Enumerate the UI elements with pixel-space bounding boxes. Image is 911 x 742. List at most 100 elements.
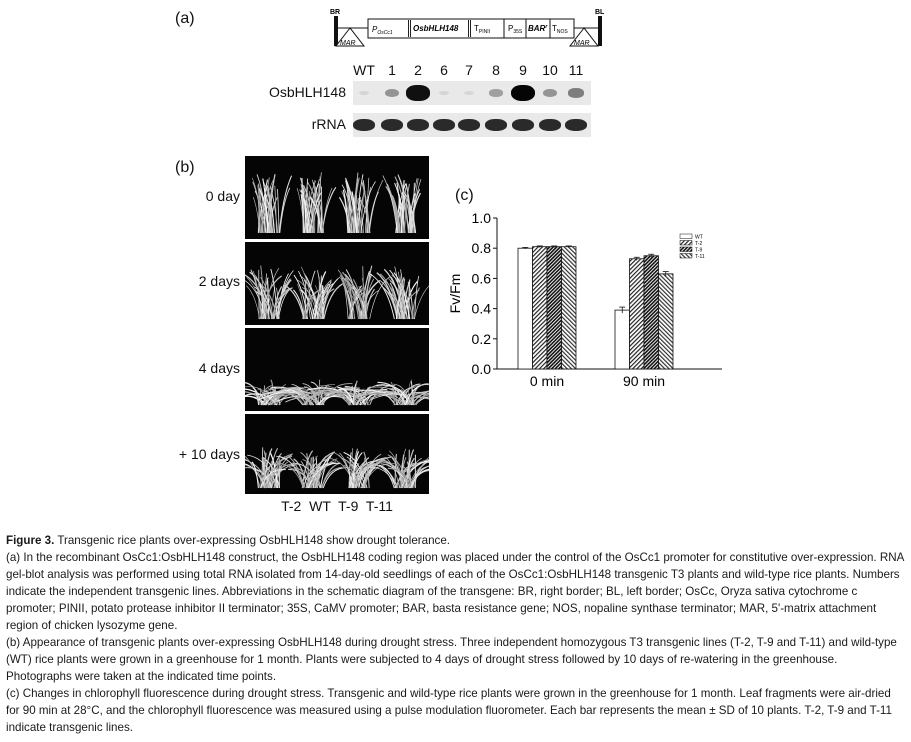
y-tick-label: 0.2 xyxy=(472,331,492,347)
rice-leaf xyxy=(269,387,281,406)
mar-left-label: MAR xyxy=(340,40,356,47)
rice-leaf xyxy=(290,468,318,489)
rice-leaf xyxy=(252,387,260,406)
rice-leaf xyxy=(306,387,355,406)
rice-leaf xyxy=(320,466,343,489)
bar-sup: r xyxy=(545,24,548,30)
rice-leaf xyxy=(321,187,333,234)
svg-text:TPINII: TPINII xyxy=(474,24,490,35)
y-tick-label: 0.8 xyxy=(472,240,492,256)
rice-leaf xyxy=(320,451,336,489)
rice-leaf xyxy=(348,460,376,489)
rice-leaf xyxy=(399,459,429,489)
expression-band xyxy=(567,88,585,98)
rice-leaf xyxy=(287,455,305,489)
rice-leaf xyxy=(397,174,410,234)
rice-leaf xyxy=(342,271,360,320)
photo-4-days xyxy=(245,328,429,411)
rice-leaf xyxy=(352,451,360,489)
promoter-main-label: P xyxy=(372,25,378,34)
rice-leaf xyxy=(258,185,269,234)
northern-blot xyxy=(353,81,591,105)
blot-label-rrna: rRNA xyxy=(311,116,346,132)
rice-leaf xyxy=(292,391,350,406)
promoter2-label: P xyxy=(508,24,513,33)
rrna-band xyxy=(485,119,507,131)
rice-leaf xyxy=(366,390,404,406)
bar-wt xyxy=(517,247,533,370)
promoter-main-sub: OsCc1 xyxy=(377,30,393,36)
rice-leaf xyxy=(347,461,360,489)
rice-leaf xyxy=(269,451,279,489)
expression-band xyxy=(438,90,450,96)
rice-leaf xyxy=(394,453,397,489)
rice-leaf xyxy=(261,447,264,489)
bar-wt xyxy=(614,309,630,370)
rice-leaf xyxy=(396,182,403,234)
rice-leaf xyxy=(369,276,391,320)
x-tick-label: 0 min xyxy=(530,373,564,389)
rice-leaf xyxy=(278,175,293,234)
construct-diagram: BR BL MAR MAR POsCc1 OsbHLH148 TPINII P3… xyxy=(330,9,605,47)
svg-text:POsCc1: POsCc1 xyxy=(372,25,393,36)
rice-leaf xyxy=(292,289,305,320)
rice-leaf xyxy=(270,268,278,320)
rice-leaf xyxy=(358,196,361,234)
time-label-4: 4 days xyxy=(198,360,240,376)
rice-leaf xyxy=(401,187,407,234)
expression-band xyxy=(406,85,430,101)
rice-leaf xyxy=(344,385,366,406)
rice-leaf xyxy=(245,274,270,320)
rice-leaf xyxy=(268,394,313,406)
rice-leaf xyxy=(255,291,274,320)
rice-leaf xyxy=(353,286,367,320)
rice-leaf xyxy=(384,456,400,489)
svg-text:P35S: P35S xyxy=(508,24,523,35)
rice-leaf xyxy=(396,273,402,320)
rice-leaf xyxy=(405,457,415,489)
rice-leaf xyxy=(306,270,316,320)
rice-leaf xyxy=(293,458,308,489)
rice-leaf xyxy=(357,464,374,489)
rice-leaf xyxy=(340,457,364,489)
rice-leaf xyxy=(368,272,395,320)
promoter2-sub: 35S xyxy=(513,29,523,35)
rice-leaf xyxy=(409,192,422,234)
expression-band xyxy=(511,85,535,101)
rrna-band xyxy=(353,119,375,131)
photo-0-day xyxy=(245,156,429,239)
rice-leaf xyxy=(387,467,412,489)
term2-sub: NOS xyxy=(557,29,569,35)
rice-leaf xyxy=(274,185,277,234)
rice-leaf xyxy=(266,460,273,489)
rice-leaf xyxy=(276,384,287,406)
lane-label: 10 xyxy=(542,62,558,78)
rice-leaf xyxy=(376,272,398,320)
time-label-0: 0 day xyxy=(205,188,240,204)
legend-label: T-2 xyxy=(695,241,702,247)
rice-leaf xyxy=(306,183,319,234)
time-label-10: + 10 days xyxy=(178,446,240,462)
rice-leaf xyxy=(290,388,312,406)
rice-leaf xyxy=(312,196,315,234)
rice-leaf xyxy=(337,386,354,406)
rrna-band xyxy=(458,119,480,131)
rice-leaf xyxy=(405,383,429,406)
rice-leaf xyxy=(283,284,305,320)
term1-sub: PINII xyxy=(479,29,490,35)
rice-leaf xyxy=(309,196,322,234)
panel-c-label: (c) xyxy=(455,187,474,204)
rice-leaf xyxy=(344,277,356,320)
rice-leaf xyxy=(362,463,397,489)
rice-leaf xyxy=(273,454,293,489)
rice-leaf xyxy=(406,461,412,489)
rice-leaf xyxy=(334,452,356,489)
rice-leaf xyxy=(299,189,314,234)
expression-band xyxy=(542,88,558,98)
rice-leaf xyxy=(368,179,384,234)
rice-leaf xyxy=(362,273,373,320)
rice-leaf xyxy=(411,287,420,320)
rice-leaf xyxy=(377,381,406,406)
rice-leaf xyxy=(409,178,418,234)
expression-band xyxy=(488,89,504,97)
